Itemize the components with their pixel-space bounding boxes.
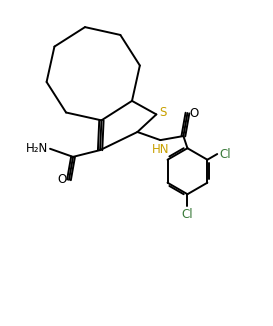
Text: H₂N: H₂N xyxy=(26,142,48,155)
Text: Cl: Cl xyxy=(219,148,231,160)
Text: Cl: Cl xyxy=(182,208,193,221)
Text: O: O xyxy=(57,173,66,186)
Text: S: S xyxy=(160,106,167,119)
Text: HN: HN xyxy=(152,143,169,156)
Text: O: O xyxy=(190,107,199,120)
